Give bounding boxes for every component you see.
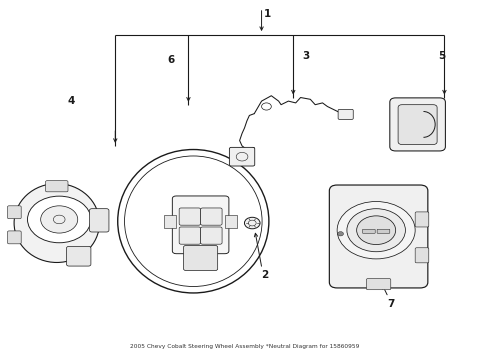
FancyBboxPatch shape	[45, 181, 68, 192]
Text: 1: 1	[264, 9, 271, 19]
Ellipse shape	[124, 156, 262, 287]
Circle shape	[27, 196, 91, 243]
FancyBboxPatch shape	[179, 227, 200, 244]
Text: 5: 5	[437, 51, 445, 61]
FancyBboxPatch shape	[337, 109, 352, 120]
Circle shape	[346, 209, 405, 252]
Text: 2: 2	[260, 270, 267, 280]
Circle shape	[41, 206, 78, 233]
FancyBboxPatch shape	[414, 212, 428, 227]
Circle shape	[337, 231, 343, 236]
Circle shape	[336, 202, 414, 259]
Bar	[224, 215, 237, 228]
FancyBboxPatch shape	[397, 105, 436, 144]
FancyBboxPatch shape	[362, 229, 374, 233]
FancyBboxPatch shape	[389, 98, 445, 151]
Text: 4: 4	[67, 96, 75, 106]
Text: 2005 Chevy Cobalt Steering Wheel Assembly *Neutral Diagram for 15860959: 2005 Chevy Cobalt Steering Wheel Assembl…	[129, 344, 359, 349]
Text: 6: 6	[167, 55, 175, 65]
FancyBboxPatch shape	[183, 246, 217, 271]
FancyBboxPatch shape	[376, 229, 389, 233]
FancyBboxPatch shape	[66, 246, 91, 266]
Circle shape	[356, 216, 395, 244]
FancyBboxPatch shape	[329, 185, 427, 288]
FancyBboxPatch shape	[200, 208, 222, 225]
FancyBboxPatch shape	[7, 231, 21, 244]
Bar	[163, 215, 176, 228]
Text: 7: 7	[386, 299, 394, 309]
Circle shape	[244, 217, 260, 229]
Ellipse shape	[14, 184, 99, 262]
FancyBboxPatch shape	[200, 227, 222, 244]
FancyBboxPatch shape	[366, 279, 390, 290]
FancyBboxPatch shape	[89, 209, 109, 232]
FancyBboxPatch shape	[229, 147, 254, 166]
FancyBboxPatch shape	[179, 208, 200, 225]
FancyBboxPatch shape	[414, 248, 428, 263]
Text: 3: 3	[301, 51, 308, 61]
FancyBboxPatch shape	[7, 206, 21, 219]
FancyBboxPatch shape	[172, 196, 228, 254]
